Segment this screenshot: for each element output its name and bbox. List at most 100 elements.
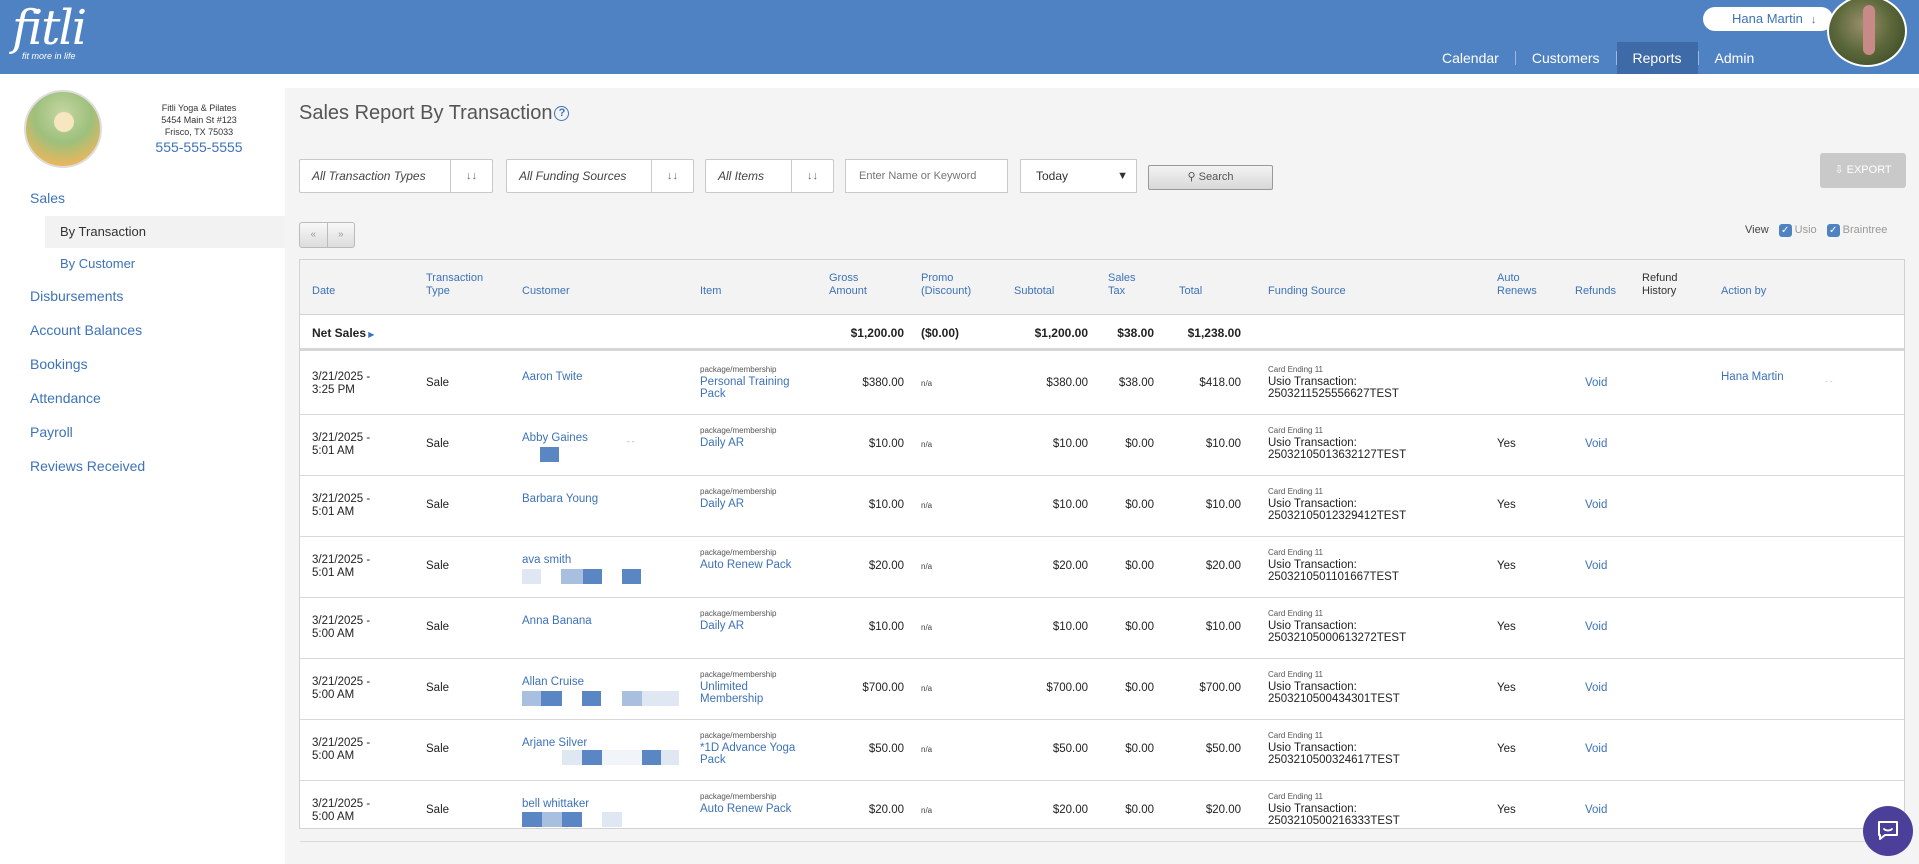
promo-cell: n/a — [921, 440, 933, 449]
item-link[interactable]: *1D Advance Yoga Pack — [700, 742, 796, 766]
user-menu[interactable]: Hana Martin ↓ — [1703, 7, 1833, 31]
tax-cell: $0.00 — [1125, 804, 1154, 816]
braintree-label: Braintree — [1842, 224, 1888, 236]
logo-tagline: fit more in life — [22, 51, 76, 61]
export-button[interactable]: ⇩ EXPORT — [1820, 153, 1906, 188]
table-row: 3/21/2025 -5:01 AM Sale Abby Gaines - - … — [300, 415, 1904, 476]
pagination: « » — [299, 222, 355, 248]
studio-phone[interactable]: 555-555-5555 — [155, 139, 243, 155]
void-link[interactable]: Void — [1585, 377, 1608, 389]
tax-cell: $0.00 — [1125, 743, 1154, 755]
void-link[interactable]: Void — [1585, 682, 1608, 694]
nav-admin[interactable]: Admin — [1714, 50, 1755, 66]
item-link[interactable]: Personal Training Pack — [700, 376, 790, 400]
keyword-search-input[interactable] — [845, 159, 1008, 193]
subtotal-cell: $700.00 — [1046, 682, 1088, 694]
sidebar-item-attendance[interactable]: Attendance — [30, 390, 101, 406]
table-row: 3/21/2025 -3:25 PM Sale Aaron Twite pack… — [300, 354, 1904, 415]
sales-table: Date Transaction Type Customer Item Gross… — [299, 259, 1905, 842]
braintree-checkbox[interactable]: ✓ — [1826, 223, 1840, 237]
transaction-type-filter[interactable]: All Transaction Types ↓↓ — [299, 159, 493, 193]
item-link[interactable]: Unlimited Membership — [700, 681, 764, 705]
customer-link[interactable]: Abby Gaines — [522, 432, 588, 444]
caret-down-icon: ▼ — [1117, 170, 1128, 182]
tax-cell: $0.00 — [1125, 560, 1154, 572]
items-filter[interactable]: All Items ↓↓ — [705, 159, 834, 193]
gross-cell: $10.00 — [868, 438, 904, 450]
nav-divider — [1615, 51, 1617, 65]
sidebar-item-sales[interactable]: Sales — [30, 190, 66, 206]
item-link[interactable]: Daily AR — [700, 620, 745, 632]
sidebar-item-bookings[interactable]: Bookings — [30, 356, 88, 372]
sidebar-item-by-customer[interactable]: By Customer — [60, 256, 136, 271]
nav-customers[interactable]: Customers — [1531, 50, 1600, 66]
sidebar-item-payroll[interactable]: Payroll — [30, 424, 73, 440]
col-gross-amount[interactable]: Gross Amount — [829, 272, 867, 297]
chevron-down-icon: ↓↓ — [791, 160, 833, 192]
gross-cell: $380.00 — [862, 377, 904, 389]
void-link[interactable]: Void — [1585, 804, 1608, 816]
fitli-logo[interactable]: fitli fit more in life — [12, 4, 87, 61]
user-name: Hana Martin — [1732, 11, 1803, 26]
item-link[interactable]: Auto Renew Pack — [700, 803, 792, 815]
net-tax: $38.00 — [1117, 326, 1154, 340]
nav-calendar[interactable]: Calendar — [1442, 50, 1499, 66]
item-link[interactable]: Daily AR — [700, 437, 745, 449]
customer-link[interactable]: Anna Banana — [522, 615, 592, 627]
customer-link[interactable]: ava smith — [522, 554, 572, 566]
total-cell: $700.00 — [1199, 682, 1241, 694]
sidebar-item-by-transaction[interactable]: By Transaction — [45, 216, 285, 248]
caret-right-icon: ▶ — [366, 330, 375, 339]
void-link[interactable]: Void — [1585, 499, 1608, 511]
sidebar-item-account-balances[interactable]: Account Balances — [30, 322, 143, 338]
net-sales-toggle[interactable]: Net Sales ▶ — [312, 326, 375, 340]
view-options: View ✓ Usio ✓ Braintree — [1745, 222, 1887, 238]
avatar[interactable] — [1827, 0, 1907, 67]
customer-link[interactable]: Allan Cruise — [522, 676, 584, 688]
item-link[interactable]: Daily AR — [700, 498, 745, 510]
void-link[interactable]: Void — [1585, 743, 1608, 755]
col-item[interactable]: Item — [700, 285, 722, 297]
gross-cell: $20.00 — [868, 804, 904, 816]
col-transaction-type[interactable]: Transaction Type — [426, 272, 484, 297]
col-sales-tax[interactable]: Sales Tax — [1108, 272, 1136, 297]
type-cell: Sale — [426, 804, 450, 816]
usio-checkbox[interactable]: ✓ — [1778, 223, 1792, 237]
promo-cell: n/a — [921, 501, 933, 510]
void-link[interactable]: Void — [1585, 560, 1608, 572]
subtotal-cell: $20.00 — [1052, 560, 1088, 572]
date-range-select[interactable]: Today ▼ — [1020, 159, 1137, 193]
nav-reports[interactable]: Reports — [1616, 42, 1698, 74]
prev-page-button[interactable]: « — [310, 229, 317, 240]
col-subtotal[interactable]: Subtotal — [1014, 285, 1055, 297]
item-link[interactable]: Auto Renew Pack — [700, 559, 792, 571]
void-link[interactable]: Void — [1585, 438, 1608, 450]
promo-cell: n/a — [921, 745, 933, 754]
customer-link[interactable]: Arjane Silver — [522, 737, 588, 749]
col-date[interactable]: Date — [312, 285, 336, 297]
sidebar-item-reviews-received[interactable]: Reviews Received — [30, 458, 146, 474]
search-button[interactable]: ⚲ Search — [1148, 165, 1273, 190]
funding-source-filter[interactable]: All Funding Sources ↓↓ — [506, 159, 694, 193]
customer-link[interactable]: Aaron Twite — [522, 371, 583, 383]
col-refund-history: Refund History — [1642, 272, 1678, 297]
promo-cell: n/a — [921, 684, 933, 693]
gross-cell: $700.00 — [862, 682, 904, 694]
col-customer[interactable]: Customer — [522, 285, 570, 297]
col-refunds[interactable]: Refunds — [1575, 285, 1616, 297]
col-auto-renews[interactable]: Auto Renews — [1497, 272, 1537, 297]
next-page-button[interactable]: » — [326, 223, 355, 247]
action-by-link[interactable]: Hana Martin — [1721, 371, 1784, 383]
chat-support-button[interactable] — [1863, 806, 1913, 856]
col-funding-source[interactable]: Funding Source — [1268, 285, 1346, 297]
col-total[interactable]: Total — [1179, 285, 1203, 297]
col-promo[interactable]: Promo (Discount) — [921, 272, 972, 297]
help-icon[interactable]: ? — [554, 106, 570, 121]
customer-link[interactable]: bell whittaker — [522, 798, 590, 810]
subtotal-cell: $10.00 — [1052, 621, 1088, 633]
customer-link[interactable]: Barbara Young — [522, 493, 599, 505]
col-action-by[interactable]: Action by — [1721, 285, 1767, 297]
sidebar-item-disbursements[interactable]: Disbursements — [30, 288, 124, 304]
void-link[interactable]: Void — [1585, 621, 1608, 633]
subtotal-cell: $380.00 — [1046, 377, 1088, 389]
